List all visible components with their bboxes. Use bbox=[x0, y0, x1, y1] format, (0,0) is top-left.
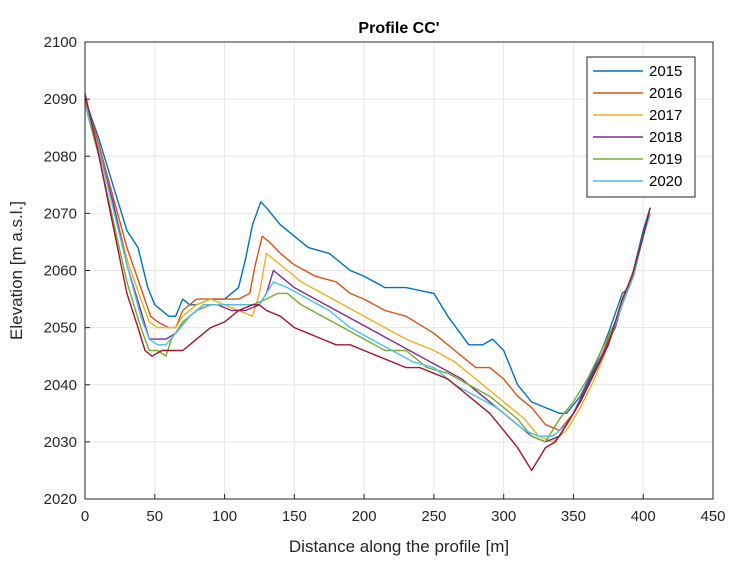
y-tick-label: 2100 bbox=[44, 34, 77, 51]
legend: 2015 2016 2017 2018 2019 2020 bbox=[586, 56, 696, 198]
x-tick-label: 350 bbox=[561, 508, 586, 525]
y-tick-label: 2050 bbox=[44, 320, 77, 337]
x-tick-label: 50 bbox=[146, 508, 163, 525]
legend-box bbox=[586, 56, 696, 198]
legend-label: 2017 bbox=[649, 107, 682, 124]
legend-label: 2018 bbox=[649, 129, 682, 146]
y-tick-label: 2060 bbox=[44, 263, 77, 280]
x-tick-label: 0 bbox=[81, 508, 89, 525]
y-tick-label: 2030 bbox=[44, 434, 77, 451]
y-axis-label: Elevation [m a.s.l.] bbox=[7, 201, 26, 340]
x-tick-label: 300 bbox=[491, 508, 516, 525]
series-line-2018 bbox=[84, 104, 651, 443]
series-line-2017 bbox=[84, 104, 651, 443]
x-tick-label: 400 bbox=[631, 508, 656, 525]
series-line-2015 bbox=[84, 98, 651, 414]
x-tick-label: 250 bbox=[421, 508, 446, 525]
legend-label: 2020 bbox=[649, 173, 682, 190]
legend-label: 2016 bbox=[649, 85, 682, 102]
y-tick-label: 2080 bbox=[44, 148, 77, 165]
x-tick-label: 200 bbox=[352, 508, 377, 525]
series-line-2019 bbox=[84, 104, 651, 443]
series-group bbox=[84, 93, 651, 472]
x-tick-label: 100 bbox=[212, 508, 237, 525]
y-tick-label: 2070 bbox=[44, 205, 77, 222]
legend-label: 2019 bbox=[649, 151, 682, 168]
y-tick-label: 2040 bbox=[44, 377, 77, 394]
chart-title: Profile CC' bbox=[358, 20, 439, 37]
x-ticks: 0 50 100 150 200 250 300 350 400 450 bbox=[81, 494, 726, 525]
y-ticks: 2020 2030 2040 2050 2060 2070 2080 2090 2100 bbox=[44, 34, 90, 508]
y-tick-label: 2020 bbox=[44, 491, 77, 508]
x-tick-label: 150 bbox=[282, 508, 307, 525]
x-axis-label: Distance along the profile [m] bbox=[289, 537, 509, 556]
x-tick-label: 450 bbox=[700, 508, 725, 525]
series-line-unlabeled bbox=[84, 93, 651, 472]
y-tick-label: 2090 bbox=[44, 91, 77, 108]
legend-label: 2015 bbox=[649, 63, 682, 80]
